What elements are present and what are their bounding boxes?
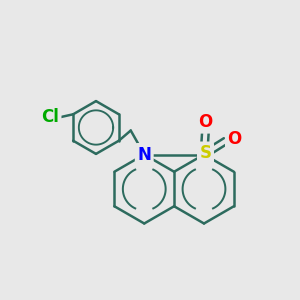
Text: N: N [137, 146, 151, 164]
Text: Cl: Cl [41, 108, 59, 126]
Text: S: S [200, 144, 211, 162]
Text: O: O [227, 130, 242, 148]
Text: O: O [198, 113, 213, 131]
